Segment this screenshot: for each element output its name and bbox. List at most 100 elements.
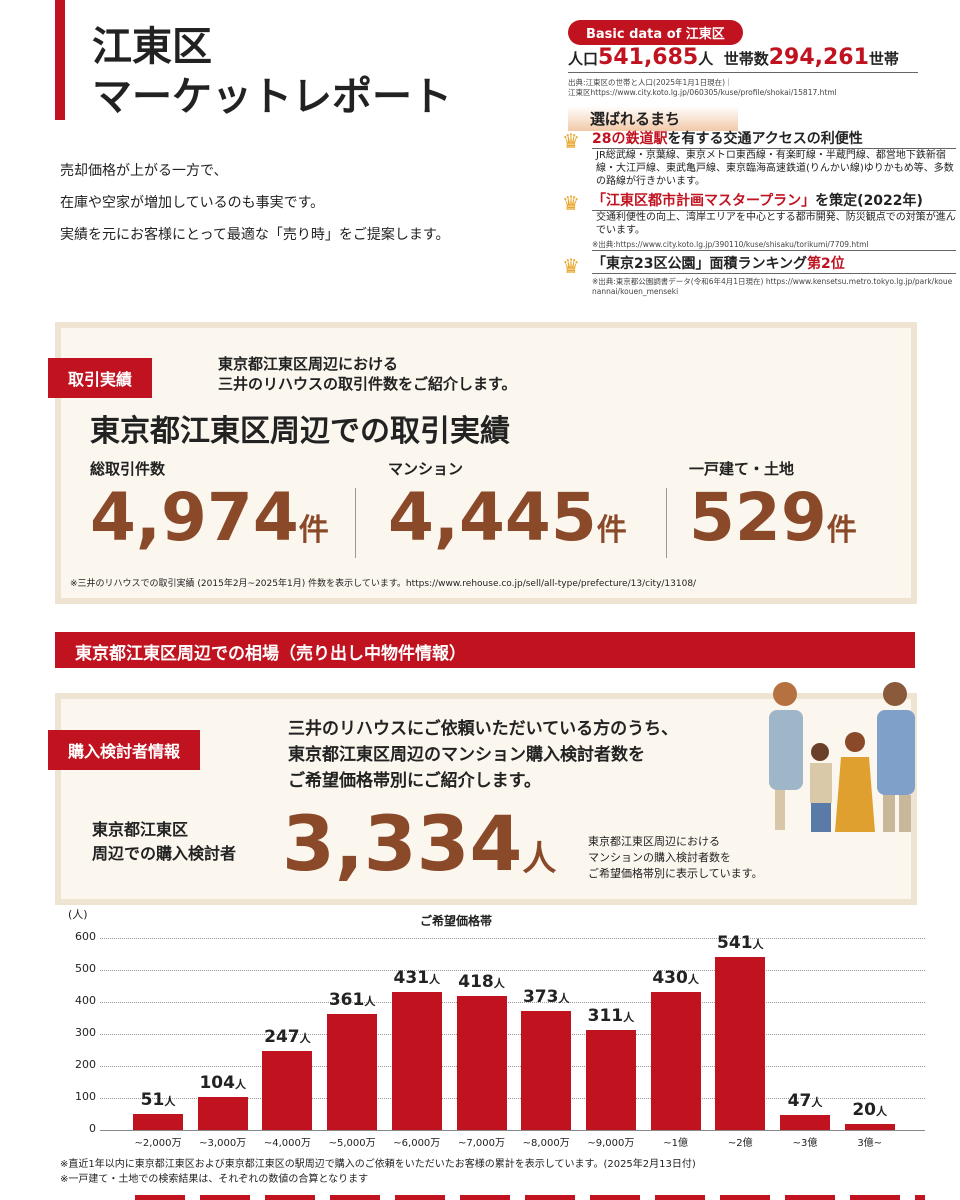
bar bbox=[780, 1114, 830, 1130]
lead-line: 東京都江東区周辺のマンション購入検討者数を bbox=[288, 745, 645, 765]
basic-data-tag: Basic data of 江東区 bbox=[568, 20, 743, 45]
title-line: 江東区 bbox=[92, 24, 212, 70]
bar bbox=[197, 1096, 248, 1130]
label-line: 東京都江東区 bbox=[92, 820, 189, 839]
pop-value: 541,685 bbox=[598, 45, 699, 70]
chosen-heading: 選ばれるまち bbox=[568, 106, 738, 131]
stat-value: 4,974 bbox=[90, 479, 299, 556]
bar-value: 373 bbox=[522, 986, 559, 1007]
bar bbox=[650, 992, 701, 1130]
deals-tag: 取引実績 bbox=[48, 358, 153, 398]
bar bbox=[327, 1014, 378, 1130]
chosen-list: ♛ 28の鉄道駅を有する交通アクセスの利便性 JR総武線・京葉線、東京メトロ東西… bbox=[562, 130, 956, 297]
title-line: マーケットレポート bbox=[92, 74, 452, 120]
y-tick-label: 100 bbox=[75, 1090, 96, 1103]
deals-title: 東京都江東区周辺での取引実績 bbox=[90, 414, 510, 449]
lead-line: 三井のリハウスにご依頼いただいている方のうち、 bbox=[288, 719, 679, 739]
chosen-item: ♛ 「江東区都市計画マスタープラン」を策定(2022年) 交通利便性の向上、湾岸… bbox=[562, 192, 956, 251]
x-tick-label: ~3,000万 bbox=[199, 1138, 247, 1149]
item-source: ※出典:東京都公園調書データ(令和6年4月1日現在) https://www.k… bbox=[592, 277, 953, 296]
item-heading: 「東京23区公園」面積ランキング第2位 bbox=[592, 255, 956, 274]
item-heading: 「江東区都市計画マスタープラン」を策定(2022年) bbox=[592, 192, 956, 211]
x-tick-label: ~2億 bbox=[727, 1138, 753, 1149]
lead-line: 三井のリハウスの取引件数をご紹介します。 bbox=[218, 375, 517, 393]
chosen-item: ♛ 「東京23区公園」面積ランキング第2位 ※出典:東京都公園調書データ(令和6… bbox=[562, 255, 956, 297]
x-tick-label: ~1億 bbox=[663, 1138, 688, 1149]
item-highlight: 28の鉄道駅 bbox=[592, 131, 668, 147]
family-illustration bbox=[769, 682, 915, 832]
bar-value: 311 bbox=[587, 1006, 624, 1027]
bar-unit: 人 bbox=[811, 1095, 823, 1109]
crown-icon: ♛ bbox=[562, 254, 580, 278]
bar-unit: 人 bbox=[623, 1011, 635, 1025]
intro-line: 実績を元にお客様にとって最適な「売り時」をご提案します。 bbox=[60, 227, 450, 243]
bar-unit: 人 bbox=[687, 973, 699, 987]
item-text: を有する交通アクセスの利便性 bbox=[667, 131, 863, 147]
x-tick-label: ~8,000万 bbox=[522, 1138, 570, 1149]
stat-mansion: マンション 4,445件 bbox=[356, 458, 666, 558]
x-tick-label: ~4,000万 bbox=[263, 1138, 311, 1149]
footnote: ※直近1年以内に東京都江東区および東京都江東区の駅周辺で購入のご依頼をいただいた… bbox=[60, 1159, 696, 1170]
bar bbox=[844, 1123, 895, 1130]
next-bars-edge bbox=[135, 1195, 925, 1200]
chart-ylabel: (人) bbox=[68, 908, 88, 921]
deals-stats: 総取引件数 4,974件 マンション 4,445件 一戸建て・土地 529件 bbox=[90, 458, 900, 558]
y-tick-label: 500 bbox=[75, 962, 96, 975]
label-line: 周辺での購入検討者 bbox=[92, 844, 237, 863]
bar-unit: 人 bbox=[164, 1094, 176, 1108]
gridline bbox=[100, 970, 925, 971]
bar-value: 430 bbox=[652, 968, 688, 989]
gridline bbox=[100, 1066, 925, 1067]
side-line: マンションの購入検討者数を bbox=[588, 851, 731, 864]
crown-icon: ♛ bbox=[562, 129, 580, 153]
stat-unit: 件 bbox=[298, 513, 329, 548]
lead-line: ご希望価格帯別にご紹介します。 bbox=[288, 771, 541, 791]
hh-label: 世帯数 bbox=[723, 50, 769, 68]
basic-stats: 人口541,685人 世帯数294,261世帯 bbox=[568, 45, 918, 73]
bar-value: 431 bbox=[393, 968, 430, 989]
bar-value-label: 247人 bbox=[252, 1027, 322, 1047]
deals-lead: 東京都江東区周辺における 三井のリハウスの取引件数をご紹介します。 bbox=[218, 354, 517, 394]
bar-value-label: 20人 bbox=[835, 1100, 905, 1120]
bar-unit: 人 bbox=[752, 937, 764, 951]
stat-unit: 件 bbox=[826, 513, 857, 548]
item-source: ※出典:https://www.city.koto.lg.jp/390110/k… bbox=[592, 240, 956, 251]
hh-unit: 世帯 bbox=[868, 50, 899, 68]
bar bbox=[521, 1010, 572, 1130]
source-text: 出典:江東区の世帯と人口(2025年1月1日現在)｜ bbox=[568, 78, 733, 87]
x-tick-label: ~6,000万 bbox=[393, 1138, 441, 1149]
buyers-label: 東京都江東区周辺での購入検討者 bbox=[92, 818, 236, 866]
side-line: 東京都江東区周辺における bbox=[588, 835, 720, 848]
buyers-unit: 人 bbox=[522, 839, 557, 879]
bar bbox=[133, 1113, 183, 1130]
buyers-side: 東京都江東区周辺における マンションの購入検討者数を ご希望価格帯別に表示しています… bbox=[588, 834, 763, 882]
pop-unit: 人 bbox=[698, 50, 714, 68]
y-tick-label: 600 bbox=[75, 930, 96, 943]
bar-unit: 人 bbox=[493, 977, 505, 991]
deals-note: ※三井のリハウスでの取引実績 (2015年2月~2025年1月) 件数を表示して… bbox=[70, 579, 697, 589]
intro-line: 在庫や空家が増加しているのも事実です。 bbox=[60, 195, 325, 211]
y-tick-label: 200 bbox=[75, 1058, 96, 1071]
bar-value: 20 bbox=[852, 1099, 877, 1120]
x-tick-label: ~5,000万 bbox=[328, 1138, 376, 1149]
bar-unit: 人 bbox=[364, 995, 376, 1009]
x-tick-label: ~2,000万 bbox=[134, 1138, 182, 1149]
bar-value: 47 bbox=[787, 1090, 812, 1111]
divider bbox=[666, 488, 667, 558]
bar bbox=[585, 1030, 636, 1130]
bar-value-label: 361人 bbox=[317, 990, 387, 1010]
hh-value: 294,261 bbox=[768, 45, 869, 70]
source-url: 江東区https://www.city.koto.lg.jp/060305/ku… bbox=[568, 88, 837, 97]
bar-value: 418 bbox=[458, 972, 494, 993]
bar-value-label: 104人 bbox=[188, 1073, 258, 1093]
page-title: 江東区 マーケットレポート bbox=[92, 22, 452, 122]
bar-value: 51 bbox=[140, 1089, 165, 1110]
x-tick-label: ~9,000万 bbox=[587, 1138, 635, 1149]
bar-value-label: 47人 bbox=[770, 1091, 840, 1111]
bar bbox=[391, 992, 442, 1130]
bar-value: 361 bbox=[328, 990, 365, 1011]
item-highlight: 「江東区都市計画マスタープラン」 bbox=[592, 193, 816, 209]
x-tick-label: ~7,000万 bbox=[457, 1138, 505, 1149]
bar-unit: 人 bbox=[429, 973, 441, 987]
item-highlight: 第2位 bbox=[807, 256, 845, 272]
